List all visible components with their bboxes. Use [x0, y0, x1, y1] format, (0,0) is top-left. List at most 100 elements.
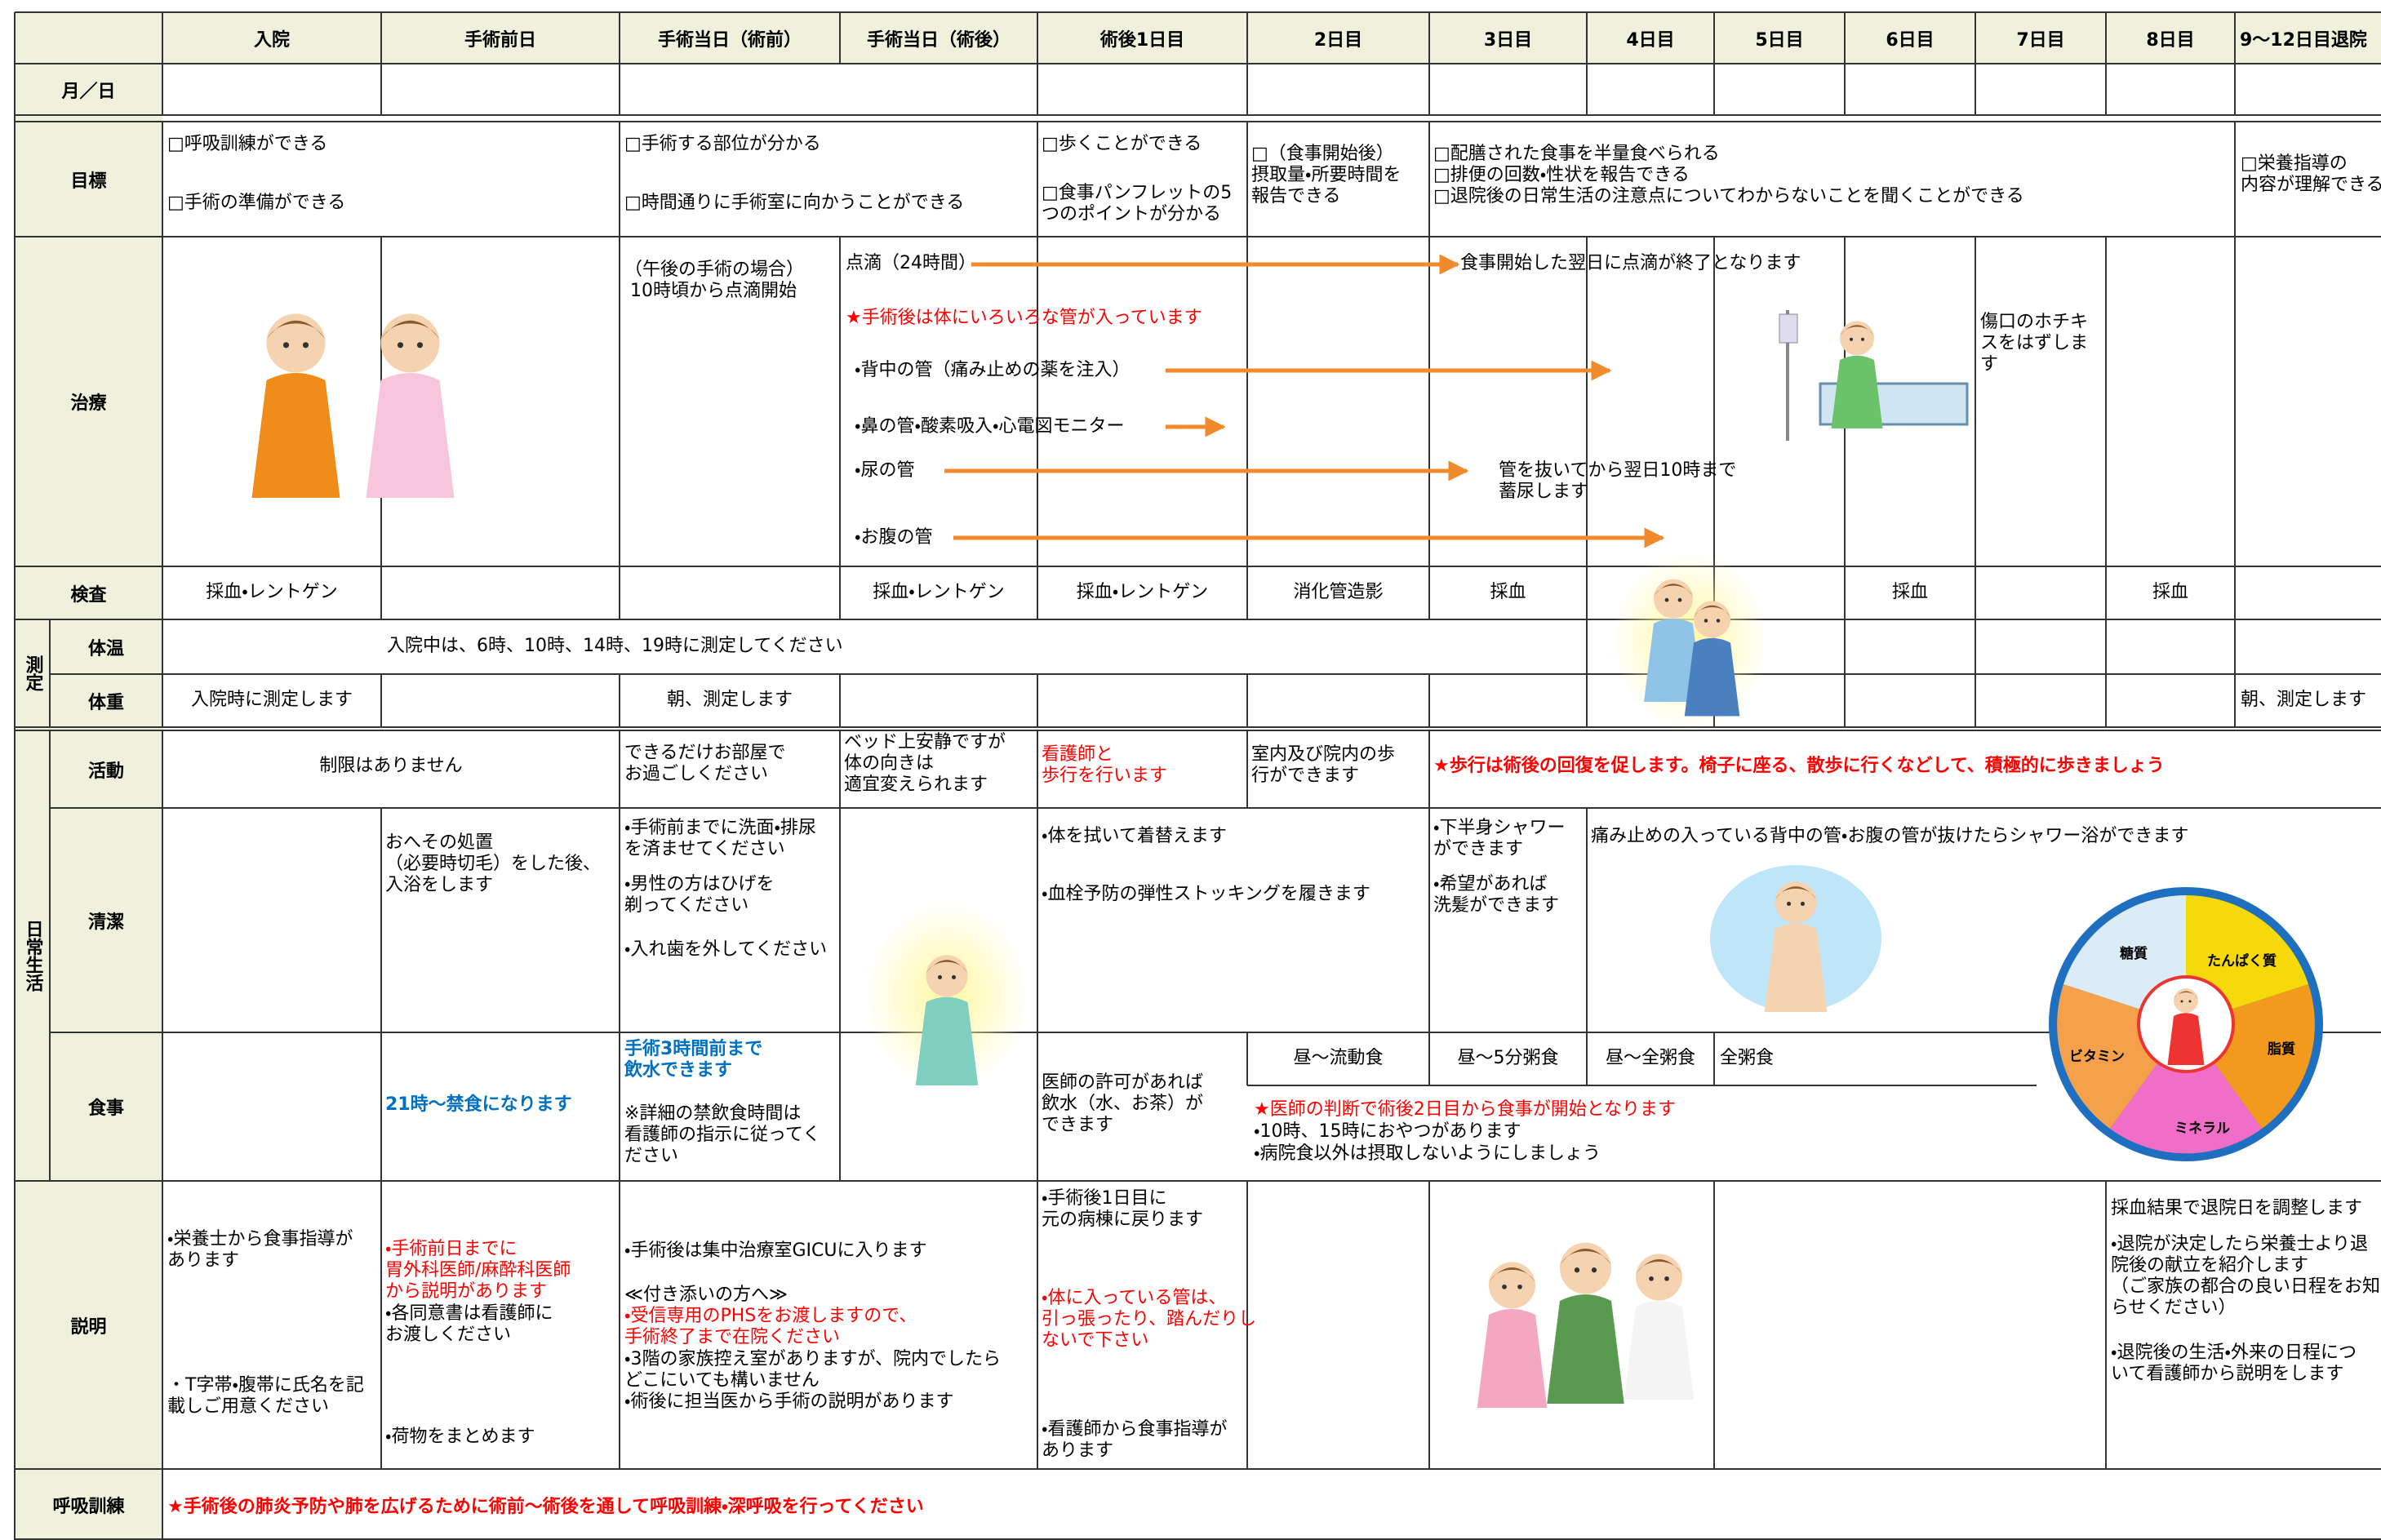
treatment-text: ・鼻の管・酸素吸入・心電図モニター: [855, 416, 1125, 437]
row-label: 検査: [70, 584, 107, 606]
hygiene-text: 痛み止めの入っている背中の管・お腹の管が抜けたらシャワー浴ができます: [1591, 826, 2189, 846]
woman: [1477, 1262, 1548, 1408]
row-label: 治療: [70, 393, 107, 414]
header-cell: 9～12日目退院: [2240, 29, 2367, 51]
goal-text: □歩くことができる: [1042, 134, 1202, 154]
header-background: [15, 12, 2381, 64]
temperature-text: 入院中は、6時、10時、14時、19時に測定してください: [387, 636, 843, 656]
breathing-text: ★手術後の肺炎予防や肺を広げるために術前～術後を通して呼吸訓練・深呼吸を行ってく…: [167, 1497, 924, 1517]
man: [1547, 1242, 1624, 1404]
meal-text: 全粥食: [1720, 1048, 1775, 1068]
header-cell: 手術当日（術後）: [866, 29, 1011, 51]
activity-text: 室内及び院内の歩 行ができます: [1251, 744, 1396, 786]
row-label: 体重: [87, 692, 124, 713]
activity-text: ベッド上安静ですが 体の向きは 適宜変えられます: [844, 732, 1006, 795]
activity-text: できるだけお部屋で お過ごしください: [624, 743, 786, 784]
iv-bag: [1779, 313, 1798, 344]
treatment-text: ★手術後は体にいろいろな管が入っています: [846, 308, 1202, 328]
explanation-text: ≪付き添いの方へ≫: [624, 1285, 788, 1305]
treatment-text: 傷口のホチキ スをはずしま す: [1980, 312, 2089, 375]
hygiene-text: おへその処置 （必要時切毛）をした後、 入浴をします: [385, 832, 602, 895]
woman-illustration: [251, 313, 340, 498]
hygiene-text: ・血栓予防の弾性ストッキングを履きます: [1042, 884, 1370, 904]
test-text: 採血・レントゲン: [1076, 582, 1209, 602]
explanation-text: ・荷物をまとめます: [385, 1427, 535, 1447]
goal-text: □手術の準備ができる: [167, 193, 346, 213]
test-text: 消化管造影: [1293, 582, 1384, 602]
treatment-text: 食事開始した翌日に点滴が終了となります: [1460, 253, 1801, 273]
goal-text: □手術する部位が分かる: [624, 134, 821, 154]
explanation-text: ・受信専用のPHSをお渡しますので、 手術終了まで在院ください: [624, 1306, 917, 1347]
goal-text: □呼吸訓練ができる: [167, 134, 328, 154]
wheel-label: たんぱく質: [2207, 953, 2277, 970]
treatment-text: ・尿の管: [855, 460, 915, 481]
weight-text: 朝、測定します: [666, 690, 793, 710]
meal-text: 昼～5分粥食: [1457, 1048, 1559, 1068]
activity-text: 制限はありません: [319, 756, 463, 776]
explanation-text: ・手術後は集中治療室GICUに入ります: [624, 1240, 927, 1261]
surgeon-illustration: [865, 902, 1028, 1090]
hygiene-text: ・男性の方はひげを 剃ってください: [624, 874, 775, 916]
header-cell: 手術当日（術前）: [657, 29, 802, 51]
treatment-text: ・背中の管（痛み止めの薬を注入）: [855, 360, 1131, 380]
doctor: [1624, 1254, 1695, 1400]
activity-text: 看護師と 歩行を行います: [1042, 744, 1168, 786]
meal-text: 昼～流動食: [1293, 1048, 1384, 1068]
meal-text: ・10時、15時におやつがあります: [1254, 1121, 1521, 1142]
row-label: 食事: [87, 1098, 124, 1119]
hygiene-text: ・入れ歯を外してください: [624, 939, 828, 960]
explanation-text: ・手術前日までに 胃外科医師/麻酔科医師 から説明があります: [385, 1239, 571, 1302]
goal-text: □栄養指導の 内容が理解できる: [2241, 153, 2381, 195]
wheel-label: ビタミン: [2069, 1049, 2125, 1065]
header-cell: 8日目: [2146, 29, 2195, 51]
meal-text: ・病院食以外は摂取しないようにしましょう: [1254, 1143, 1601, 1164]
wheel-label: ミネラル: [2174, 1121, 2230, 1137]
hygiene-text: ・体を拭いて着替えます: [1042, 826, 1227, 846]
meal-text: ★医師の判断で術後2日目から食事が開始となります: [1254, 1099, 1677, 1120]
explanation-text: ・T字帯・腹帯に氏名を記 載しご用意ください: [167, 1375, 364, 1417]
family-illustration: [1477, 1242, 1695, 1408]
hygiene-text: ・希望があれば 洗髪ができます: [1433, 874, 1560, 916]
explanation-text: 採血結果で退院日を調整します: [2111, 1198, 2363, 1218]
header-cell: 4日目: [1626, 29, 1675, 51]
weight-text: 朝、測定します: [2241, 690, 2367, 710]
group-label: 日常生活: [22, 920, 43, 992]
explanation-text: ・手術後1日目に 元の病棟に戻ります: [1042, 1188, 1204, 1230]
header-cell: 7日目: [2016, 29, 2065, 51]
row-label: 目標: [70, 171, 107, 192]
goal-text: □食事パンフレットの5 つのポイントが分かる: [1042, 183, 1233, 224]
treatment-arrows: [944, 254, 1665, 548]
test-text: 採血: [1490, 582, 1526, 602]
header-cell: 手術前日: [464, 29, 536, 51]
explanation-text: ・3階の家族控え室がありますが、院内でしたら どこにいても構いません ・術後に担…: [624, 1349, 1002, 1412]
test-text: 採血: [1891, 582, 1928, 602]
meal-text: 昼～全粥食: [1605, 1048, 1695, 1068]
test-text: 採血・レントゲン: [873, 582, 1005, 602]
row-label: 体温: [87, 638, 124, 659]
shower-illustration: [1710, 865, 1881, 1012]
bed-illustration: [1779, 310, 1969, 441]
walking-illustration: [1612, 551, 1767, 730]
meal-text: 21時～禁食になります: [385, 1094, 572, 1115]
explanation-text: ・看護師から食事指導が あります: [1042, 1419, 1228, 1461]
activity-text: ★歩行は術後の回復を促します。椅子に座る、散歩に行くなどして、積極的に歩きましょ…: [1433, 756, 2165, 776]
treatment-text: （午後の手術の場合） 10時頃から点滴開始: [624, 260, 805, 301]
wheel-label: 脂質: [2268, 1041, 2295, 1058]
explanation-text: ・各同意書は看護師に お渡しください: [385, 1303, 553, 1345]
test-text: 採血・レントゲン: [206, 582, 338, 602]
label-column-background: [15, 64, 162, 1540]
nutrition-wheel: [2049, 887, 2323, 1161]
row-label: 活動: [87, 761, 124, 782]
test-text: 採血: [2152, 582, 2188, 602]
header-cell: 6日目: [1886, 29, 1935, 51]
patient: [1831, 321, 1883, 428]
sector-mineral: [2110, 1024, 2262, 1154]
header-cell: 5日目: [1755, 29, 1804, 51]
row-label: 呼吸訓練: [52, 1496, 125, 1517]
explanation-text: ・栄養士から食事指導が あります: [167, 1229, 353, 1271]
